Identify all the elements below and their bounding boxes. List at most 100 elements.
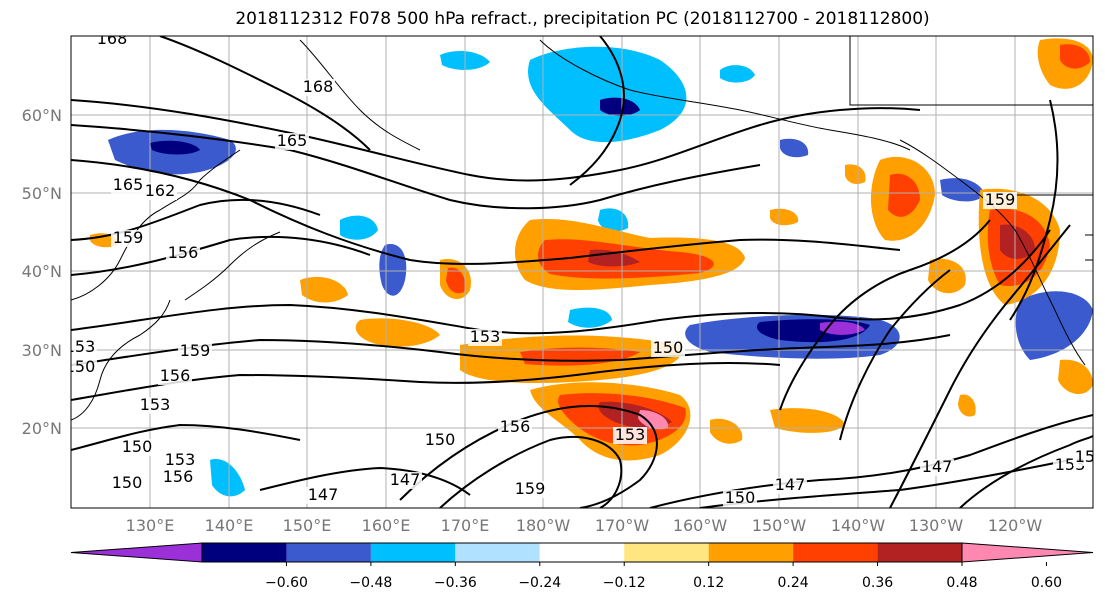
colorbar-swatch	[539, 543, 625, 562]
contour-label: 168	[95, 36, 129, 48]
contour-label-background	[651, 340, 685, 357]
contour-label: 150	[110, 473, 144, 492]
positive-precip-area	[770, 408, 845, 433]
colorbar-tick-label: 0.60	[1031, 575, 1062, 591]
colorbar-swatch	[793, 543, 878, 562]
contour-label-text: 159	[985, 190, 1016, 209]
contour-label-text: 153	[165, 450, 196, 469]
negative-precip-area	[598, 208, 629, 232]
contour-label-background	[920, 459, 954, 476]
negative-precip-area	[340, 215, 378, 240]
contour-label-text: 162	[145, 181, 176, 200]
positive-precip-area	[958, 394, 976, 417]
negative-precip-area	[940, 178, 985, 202]
contour-label: 147	[306, 485, 340, 504]
contour-label: 153	[65, 337, 97, 356]
contour-label: 153	[468, 327, 502, 346]
contour-label-background	[166, 245, 200, 262]
negative-precip-area	[528, 46, 687, 143]
contour-label-background	[71, 359, 97, 376]
longitude-label: 140°W	[831, 516, 886, 535]
positive-precip-area	[845, 164, 866, 185]
contour-label-background	[161, 469, 195, 486]
contour-label-text: 165	[113, 175, 144, 194]
colorbar-swatch	[708, 543, 794, 562]
contour-label-background	[71, 339, 97, 356]
contour-line	[889, 224, 1071, 508]
positive-precip-area	[888, 173, 920, 217]
contour-label-background	[158, 368, 192, 385]
contour-label: 150	[651, 338, 685, 357]
colorbar-tick-label: −0.60	[265, 575, 308, 591]
contour-label-background	[275, 133, 309, 150]
contour-line	[71, 235, 371, 276]
contour-label-text: 159	[1075, 447, 1105, 466]
colorbar-outline	[201, 542, 963, 563]
contour-label-text: 150	[112, 473, 143, 492]
contour-label-text: 150	[425, 430, 456, 449]
latitude-labels: 60°N 50°N 40°N 30°N 20°N	[22, 106, 62, 438]
colorbar-tick-label: 0.48	[946, 575, 977, 591]
contour-label-background	[95, 36, 129, 48]
longitude-label: 170°E	[441, 516, 490, 535]
contour-label-background	[723, 490, 757, 507]
colorbar: −0.60 −0.48 −0.36 −0.24 −0.12 0.12 0.24 0.36 0.4…	[70, 542, 1094, 591]
negative-precip-area	[1015, 291, 1093, 360]
contour-label: 159	[513, 479, 547, 498]
contour-line	[1009, 99, 1059, 321]
negative-precip-area	[210, 459, 245, 497]
contour-label: 156	[498, 417, 532, 436]
contour-label-text: 147	[922, 457, 953, 476]
colorbar-swatch	[877, 543, 962, 562]
contour-label: 165	[275, 131, 309, 150]
contour-label-background	[388, 472, 422, 489]
contour-line	[259, 466, 471, 496]
contour-label-text: 147	[775, 475, 806, 494]
contour-label: 153	[163, 450, 197, 469]
negative-precip-area	[600, 97, 640, 116]
longitude-label: 150°W	[752, 516, 807, 535]
contour-label-background	[178, 343, 212, 360]
colorbar-swatch	[370, 543, 456, 562]
contour-label-text: 153	[65, 337, 96, 356]
latitude-label: 20°N	[22, 419, 62, 438]
positive-precip-area	[770, 208, 799, 226]
map-frame	[70, 35, 1094, 509]
colorbar-swatch	[286, 543, 371, 562]
contour-line	[71, 423, 301, 451]
contour-label: 162	[143, 181, 177, 200]
positive-precip-area	[446, 267, 466, 294]
colorbar-tick-label: −0.12	[603, 575, 646, 591]
contour-label: 147	[920, 457, 954, 476]
contour-line	[399, 404, 658, 508]
contour-label-background	[773, 477, 807, 494]
contour-label-text: 159	[515, 479, 546, 498]
contour-label-background	[110, 475, 144, 492]
longitude-labels: 130°E 140°E 150°E 160°E 170°E 180°W 170°W 160°W…	[126, 516, 1043, 535]
map-title: 2018112312 F078 500 hPa refract., precip…	[235, 9, 930, 29]
contour-lines	[71, 36, 1093, 508]
contour-label-text: 156	[160, 366, 191, 385]
contour-label: 159	[1073, 447, 1105, 466]
contour-line	[439, 436, 623, 508]
colorbar-extension-high	[961, 542, 1094, 563]
contour-label-background	[306, 487, 340, 504]
contour-line	[71, 334, 951, 366]
negative-precip-area	[150, 140, 200, 155]
colorbar-swatch	[455, 543, 540, 562]
negative-precip-area	[720, 65, 755, 83]
contour-label-background	[301, 79, 335, 96]
contour-label-text: 159	[180, 341, 211, 360]
positive-precip-area	[638, 410, 669, 430]
longitude-label: 120°W	[988, 516, 1043, 535]
contour-line	[71, 99, 921, 182]
contour-label-group: 1681681651621651591561531501591561531501…	[65, 36, 1105, 507]
contour-label-text: 165	[277, 131, 308, 150]
contour-label-background	[613, 427, 647, 444]
positive-precip-area	[355, 318, 440, 347]
latitude-label: 30°N	[22, 341, 62, 360]
contour-line	[779, 219, 991, 411]
longitude-label: 180°W	[516, 516, 571, 535]
longitude-label: 170°W	[595, 516, 650, 535]
